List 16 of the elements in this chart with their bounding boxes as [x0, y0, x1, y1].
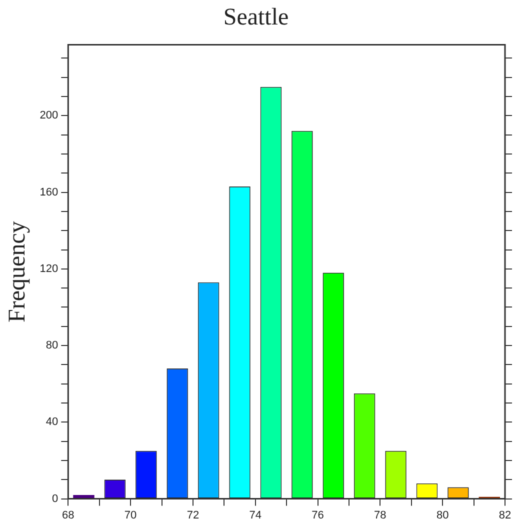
- x-tick-label: 72: [186, 509, 200, 522]
- y-axis-title: Frequency: [4, 221, 31, 322]
- y-tick-label: 200: [40, 110, 58, 122]
- y-tick-label: 120: [40, 262, 58, 275]
- x-tick-label: 82: [498, 509, 512, 522]
- y-tick-label: 160: [40, 186, 58, 198]
- x-tick-label: 70: [124, 509, 137, 522]
- chart-title: Seattle: [223, 4, 289, 31]
- x-tick-label: 78: [374, 509, 386, 522]
- y-tick-label: 0: [52, 492, 58, 505]
- x-tick-label: 76: [312, 509, 324, 522]
- x-tick-label: 74: [249, 509, 262, 522]
- y-tick-label: 80: [46, 340, 58, 352]
- x-tick-label: 68: [62, 509, 74, 522]
- x-tick-label: 80: [436, 509, 449, 522]
- y-tick-label: 40: [46, 416, 58, 428]
